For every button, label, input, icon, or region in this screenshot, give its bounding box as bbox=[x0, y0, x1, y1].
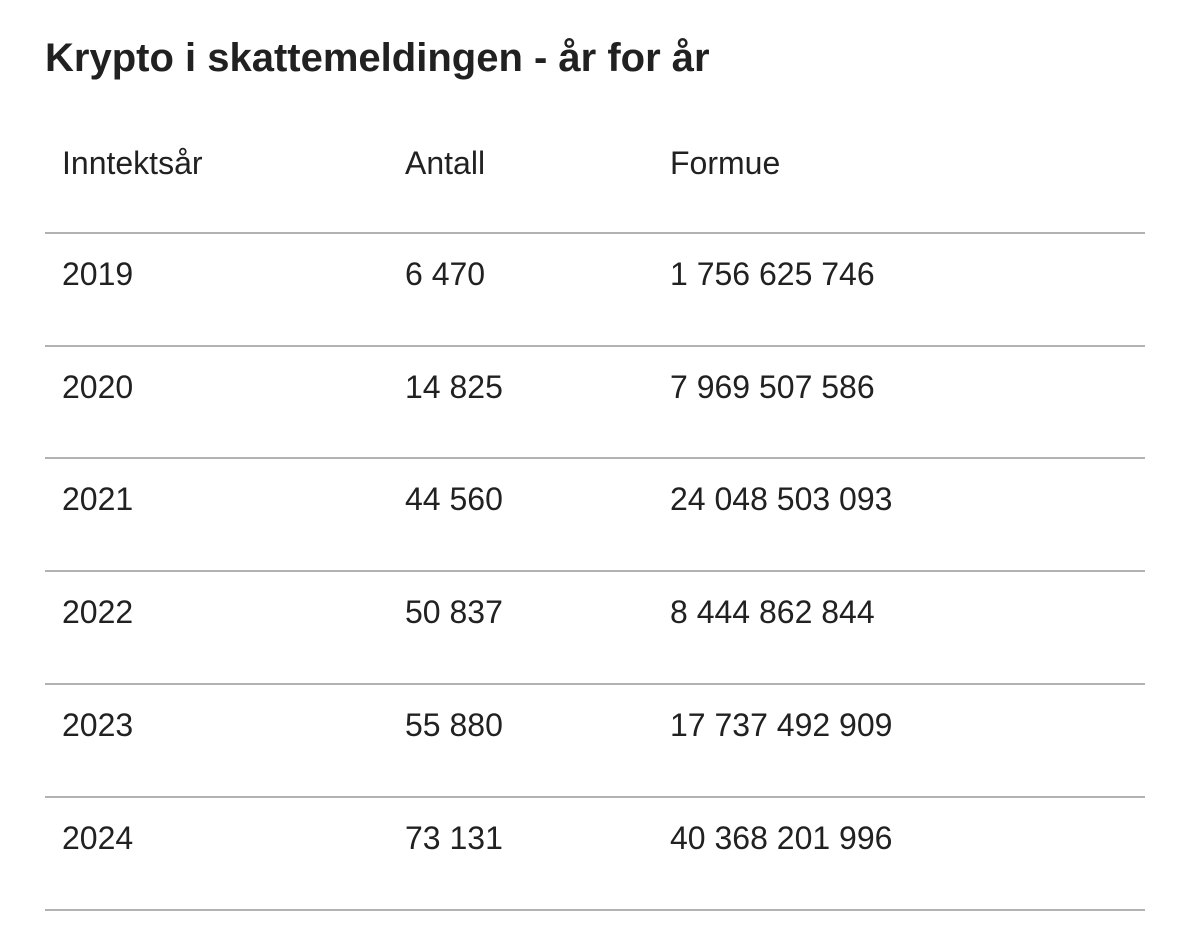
table-header-row: Inntektsår Antall Formue bbox=[45, 145, 1145, 234]
antall-cell: 55 880 bbox=[388, 683, 653, 798]
antall-cell: 73 131 bbox=[388, 796, 653, 911]
page-title: Krypto i skattemeldingen - år for år bbox=[45, 36, 710, 80]
table-row: 2021 44 560 24 048 503 093 bbox=[45, 458, 1145, 573]
antall-cell: 50 837 bbox=[388, 571, 653, 685]
crypto-tax-table: Inntektsår Antall Formue 2019 6 470 1 756 … bbox=[45, 145, 1145, 911]
table-body: 2019 6 470 1 756 625 746 2020 14 825 7 969 50… bbox=[45, 232, 1145, 911]
formue-cell: 1 756 625 746 bbox=[653, 232, 1145, 347]
formue-cell: 7 969 507 586 bbox=[653, 345, 1145, 460]
formue-cell: 40 368 201 996 bbox=[653, 796, 1145, 911]
column-header-antall: Antall bbox=[388, 145, 653, 234]
table-row: 2022 50 837 8 444 862 844 bbox=[45, 571, 1145, 685]
formue-cell: 8 444 862 844 bbox=[653, 571, 1145, 685]
year-cell: 2019 bbox=[45, 232, 388, 347]
antall-cell: 44 560 bbox=[388, 458, 653, 573]
formue-cell: 24 048 503 093 bbox=[653, 458, 1145, 573]
year-cell: 2024 bbox=[45, 796, 388, 911]
year-cell: 2021 bbox=[45, 458, 388, 573]
table-row: 2024 73 131 40 368 201 996 bbox=[45, 796, 1145, 911]
table-row: 2020 14 825 7 969 507 586 bbox=[45, 345, 1145, 460]
year-cell: 2023 bbox=[45, 683, 388, 798]
year-cell: 2022 bbox=[45, 571, 388, 685]
table-row: 2023 55 880 17 737 492 909 bbox=[45, 683, 1145, 798]
year-cell: 2020 bbox=[45, 345, 388, 460]
antall-cell: 6 470 bbox=[388, 232, 653, 347]
table-row: 2019 6 470 1 756 625 746 bbox=[45, 232, 1145, 347]
formue-cell: 17 737 492 909 bbox=[653, 683, 1145, 798]
antall-cell: 14 825 bbox=[388, 345, 653, 460]
column-header-formue: Formue bbox=[653, 145, 1145, 234]
column-header-inntektsar: Inntektsår bbox=[45, 145, 388, 234]
